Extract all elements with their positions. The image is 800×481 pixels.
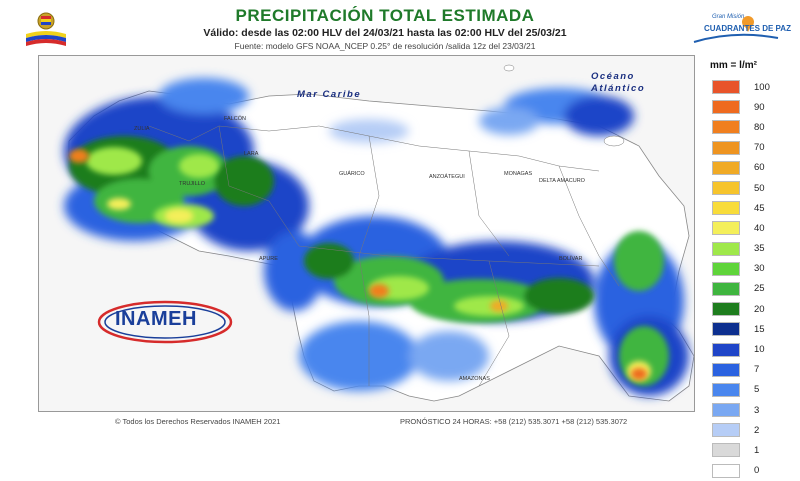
legend-item: 1	[700, 440, 795, 460]
legend-label: 0	[754, 465, 760, 477]
caribbean-sea-label: Mar Caribe	[297, 89, 362, 100]
forecast-contact-text: PRONÓSTICO 24 HORAS: +58 (212) 535.3071 …	[400, 417, 628, 426]
legend-swatch	[712, 261, 740, 276]
legend-item: 50	[700, 178, 795, 198]
legend-swatch	[712, 80, 740, 95]
venezuela-coat-of-arms-icon	[22, 10, 70, 50]
state-label: LARA	[244, 151, 259, 157]
state-label: TRUJILLO	[179, 181, 205, 187]
legend-label: 25	[754, 283, 765, 295]
atlantic-ocean-label-2: Atlántico	[591, 83, 646, 94]
state-label: FALCÓN	[224, 116, 247, 122]
state-label: BOLÍVAR	[559, 256, 583, 262]
legend-swatch	[712, 181, 740, 196]
legend-swatch	[712, 423, 740, 438]
legend-swatch	[712, 281, 740, 296]
legend-swatch	[712, 342, 740, 357]
legend-label: 80	[754, 121, 765, 133]
legend-item: 2	[700, 420, 795, 440]
corner-logo-line1: Gran Misión	[712, 14, 745, 20]
legend-rows: 100 90 80 70 60 50 45 40 35 30 25 20 15 10 7 5 3 2 1 0	[700, 77, 795, 481]
validity-text: Válido: desde las 02:00 HLV del 24/03/21…	[203, 27, 567, 39]
legend-label: 70	[754, 142, 765, 154]
precipitation-legend: mm = l/m² 100 90 80 70 60 50 45 40 35 30 25 20 15 10 7…	[700, 60, 795, 481]
legend-swatch	[712, 382, 740, 397]
legend-swatch	[712, 302, 740, 317]
legend-label: 15	[754, 323, 765, 335]
legend-item: 10	[700, 339, 795, 359]
state-label: AMAZONAS	[459, 376, 490, 382]
rain-hotspots	[69, 149, 647, 380]
cuadrantes-de-paz-logo: Gran Misión CUADRANTES DE PAZ	[690, 12, 791, 48]
legend-item: 7	[700, 360, 795, 380]
state-label: ZULIA	[134, 126, 150, 132]
trinidad-island	[603, 135, 625, 147]
legend-swatch	[712, 160, 740, 175]
legend-swatch	[712, 403, 740, 418]
state-label: MONAGAS	[504, 171, 533, 177]
legend-swatch	[712, 443, 740, 458]
legend-label: 7	[754, 364, 760, 376]
legend-label: 2	[754, 424, 760, 436]
legend-label: 90	[754, 101, 765, 113]
legend-item: 60	[700, 158, 795, 178]
legend-label: 45	[754, 202, 765, 214]
legend-item: 70	[700, 138, 795, 158]
legend-item: 20	[700, 299, 795, 319]
precipitation-map: Mar Caribe Océano Atlántico ZULIA FALCÓN…	[38, 55, 695, 412]
legend-item: 25	[700, 279, 795, 299]
atlantic-ocean-label-1: Océano	[591, 71, 635, 82]
legend-item: 5	[700, 380, 795, 400]
legend-title: mm = l/m²	[710, 60, 757, 71]
legend-label: 40	[754, 222, 765, 234]
inameh-logo-text: INAMEH	[115, 308, 197, 330]
legend-label: 100	[754, 81, 770, 93]
legend-swatch	[712, 463, 740, 478]
legend-item: 3	[700, 400, 795, 420]
legend-swatch	[712, 100, 740, 115]
legend-swatch	[712, 201, 740, 216]
legend-swatch	[712, 241, 740, 256]
legend-label: 35	[754, 243, 765, 255]
legend-item: 40	[700, 218, 795, 238]
inameh-logo: INAMEH	[95, 298, 235, 346]
legend-item: 0	[700, 461, 795, 481]
legend-label: 5	[754, 384, 760, 396]
legend-label: 3	[754, 404, 760, 416]
state-label: APURE	[259, 256, 278, 262]
legend-item: 45	[700, 198, 795, 218]
legend-item: 15	[700, 319, 795, 339]
legend-swatch	[712, 322, 740, 337]
legend-item: 100	[700, 77, 795, 97]
state-label: GUÁRICO	[339, 171, 365, 177]
legend-swatch	[712, 120, 740, 135]
legend-item: 80	[700, 117, 795, 137]
legend-label: 1	[754, 444, 760, 456]
state-label: DELTA AMACURO	[539, 178, 585, 184]
source-text: Fuente: modelo GFS NOAA_NCEP 0.25° de re…	[234, 41, 536, 51]
state-label: ANZOÁTEGUI	[429, 174, 465, 180]
legend-swatch	[712, 140, 740, 155]
legend-label: 10	[754, 344, 765, 356]
map-title: PRECIPITACIÓN TOTAL ESTIMADA	[235, 6, 535, 25]
legend-item: 90	[700, 97, 795, 117]
legend-item: 30	[700, 259, 795, 279]
margarita-island	[503, 64, 515, 72]
legend-swatch	[712, 362, 740, 377]
legend-item: 35	[700, 239, 795, 259]
state-borders	[148, 125, 620, 387]
copyright-text: © Todos los Derechos Reservados INAMEH 2…	[115, 417, 281, 426]
legend-label: 60	[754, 162, 765, 174]
rain-light-areas	[86, 147, 651, 381]
legend-label: 20	[754, 303, 765, 315]
legend-label: 30	[754, 263, 765, 275]
legend-swatch	[712, 221, 740, 236]
corner-logo-line2: CUADRANTES DE PAZ	[704, 24, 791, 33]
legend-label: 50	[754, 182, 765, 194]
